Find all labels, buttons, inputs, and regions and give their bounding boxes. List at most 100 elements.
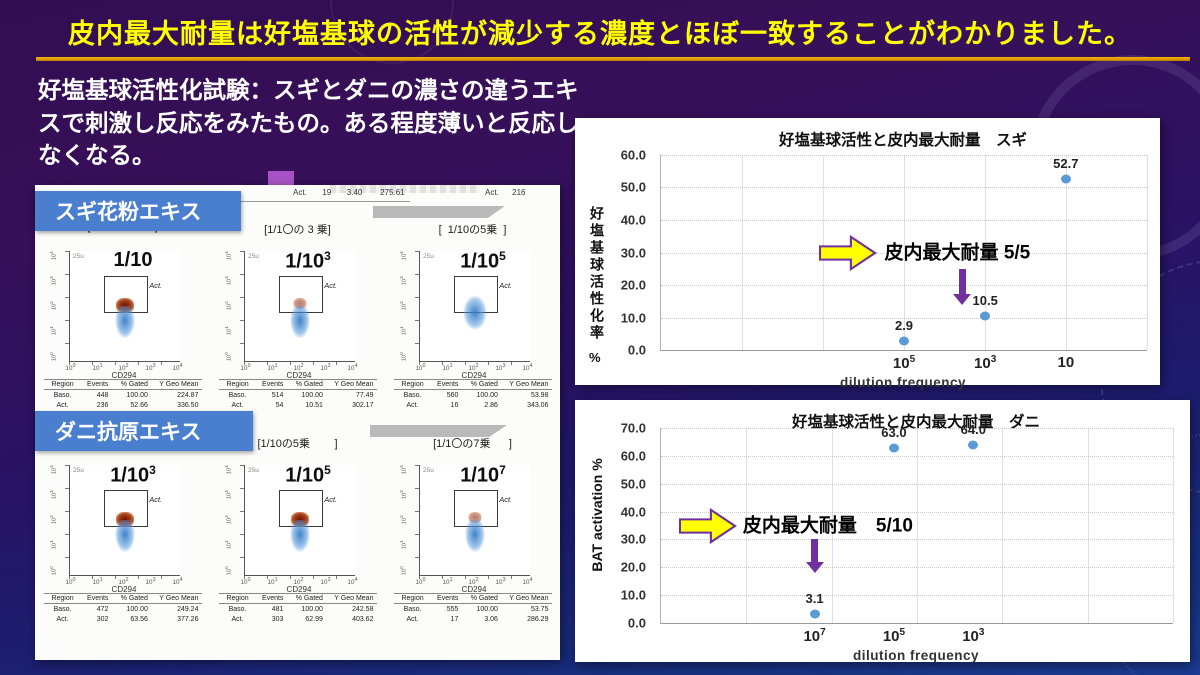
table-row: Act. 303 62.99 403.62	[219, 614, 377, 624]
table-cell: 62.99	[305, 615, 323, 623]
exponent: 1	[99, 363, 103, 369]
exponent: 0	[247, 577, 251, 583]
x-tick-label: 104	[172, 363, 183, 372]
exponent: 0	[422, 577, 426, 583]
scan-section-dani: ][1/10の5乗 ][1/1〇の7乗 ]104103102101100Act.…	[35, 435, 560, 637]
y-tick-label: 20.0	[620, 559, 646, 575]
x-tick-label: 101	[442, 363, 453, 372]
exponent: 1	[400, 326, 406, 330]
dilution-label: 1/103	[110, 463, 156, 487]
corner-label: 25u	[423, 467, 434, 474]
y-tick-label: 102	[225, 301, 233, 311]
scatter-area: Act.	[244, 465, 355, 576]
table-cell: 3.06	[484, 615, 498, 623]
test-description: 好塩基球活性化試験：スギとダニの濃さの違うエキスで刺激し反応をみたもの。ある程度…	[38, 77, 579, 168]
exponent: 4	[225, 251, 231, 254]
corner-label: 25u	[248, 253, 259, 260]
table-cell: 472	[96, 605, 109, 613]
gate-act-label: Act.	[499, 494, 513, 504]
y-axis-ticks	[240, 251, 244, 361]
extract-label-dani: ダニ抗原エキス	[35, 411, 253, 451]
y-tick-label: 102	[400, 515, 408, 525]
yellow-right-arrow-icon	[818, 234, 877, 271]
arrow-shaft	[268, 171, 294, 188]
y-axis-labels: 104 103 102 101 100	[47, 465, 61, 575]
exponent: 0	[225, 351, 231, 355]
gridline	[661, 317, 1147, 319]
table-cell: Baso.	[53, 605, 72, 613]
flow-cytometry-panel: Act. 19 3.40 275.61 Act. 216 スギ花粉エキス ダニ抗…	[35, 185, 560, 660]
gridline	[661, 511, 1173, 513]
flow-scatter-plot: 104 103 102 101 100 Act. 25u 1/107 100 101 102 103 1…	[385, 451, 560, 594]
y-tick-label: 103	[400, 490, 408, 500]
y-axis-ticks: 60.0 50.0 40.0 30.0 20.0 10.0 0.0	[575, 148, 654, 358]
table-cell: 481	[271, 605, 284, 613]
y-tick-label: 30.0	[620, 531, 646, 547]
y-tick-label: 100	[400, 351, 408, 361]
x-axis-labels: 100 101 102 103 104	[240, 577, 358, 586]
x-tick-label: 104	[522, 577, 533, 586]
exponent: 0	[225, 565, 231, 569]
table-cell: Baso.	[403, 391, 422, 399]
y-tick-label: 10.0	[620, 310, 646, 325]
exponent: 4	[354, 577, 358, 583]
exponent: 0	[72, 577, 76, 583]
y-tick-label: 101	[400, 326, 408, 336]
x-axis-ticks	[244, 575, 354, 579]
gate-act-label: Act.	[149, 494, 163, 504]
exponent: 2	[400, 301, 406, 305]
column-header: Region	[51, 381, 74, 388]
extract-label-sugi: スギ花粉エキス	[35, 191, 241, 231]
data-label: 63.0	[881, 424, 907, 440]
x-tick-label: 103	[320, 577, 331, 586]
y-tick-label: 0.0	[627, 342, 646, 358]
scatter-area: Act.	[419, 251, 530, 362]
column-header: Y Geo Mean	[334, 595, 374, 602]
table-cell: 286.29	[527, 615, 549, 623]
dilution-label: 1/105	[460, 249, 506, 273]
table-row: Act. 54 10.51 302.17	[219, 400, 377, 410]
stats-table-cell: Region Events % Gated Y Geo Mean Baso. 560 100…	[385, 377, 560, 423]
y-tick-label: 60.0	[620, 448, 646, 464]
y-axis-title: 好塩基球活性化率	[589, 206, 605, 342]
gridline	[831, 428, 833, 623]
scatter-area: Act.	[69, 465, 180, 576]
bracket-label: [1/10の5乗 ]	[257, 438, 338, 450]
x-tick-label: 104	[347, 363, 358, 372]
stats-table: Region Events % Gated Y Geo Mean Baso. 448 100…	[43, 379, 202, 410]
basophil-cluster	[112, 306, 138, 358]
purple-down-arrow-icon	[805, 539, 824, 573]
scan-header-right-values: Act. 216	[485, 188, 526, 197]
x-tick-label: 102	[119, 363, 129, 372]
data-label: 52.7	[1053, 155, 1079, 171]
x-tick-label: 100	[415, 363, 426, 372]
table-cell: Baso.	[403, 605, 422, 613]
exponent: 2	[126, 363, 129, 369]
exponent: 2	[400, 515, 406, 519]
table-cell: 100.00	[126, 605, 148, 613]
x-tick-label: 103	[495, 363, 506, 372]
column-header: Events	[262, 381, 284, 388]
x-tick-label: 102	[294, 363, 304, 372]
exponent: 2	[50, 301, 56, 305]
flow-scatter-plot: 104 103 102 101 100 Act. 25u 1/10 100 101 102 103 10…	[35, 237, 210, 380]
exponent: 2	[225, 515, 231, 519]
table-row: Act. 302 63.56 377.26	[44, 614, 202, 624]
stats-table-cell: Region Events % Gated Y Geo Mean Baso. 481 100…	[210, 591, 385, 637]
x-tick-label: 107	[803, 627, 826, 645]
exponent: 5	[909, 354, 916, 365]
purple-down-arrow-icon	[953, 268, 972, 305]
gridline	[661, 219, 1147, 221]
y-tick-label: 104	[225, 251, 233, 261]
exponent: 5	[899, 627, 906, 638]
x-axis-labels: 100 101 102 103 104	[415, 363, 533, 372]
corner-label: 25u	[73, 253, 84, 260]
y-axis-unit: %	[589, 350, 601, 365]
exponent: 3	[400, 490, 406, 494]
y-tick-label: 104	[400, 251, 408, 261]
exponent: 4	[50, 251, 56, 254]
y-tick-label: 30.0	[620, 245, 646, 260]
y-axis-labels: 104 103 102 101 100	[47, 251, 61, 361]
column-header: Y Geo Mean	[509, 381, 549, 388]
